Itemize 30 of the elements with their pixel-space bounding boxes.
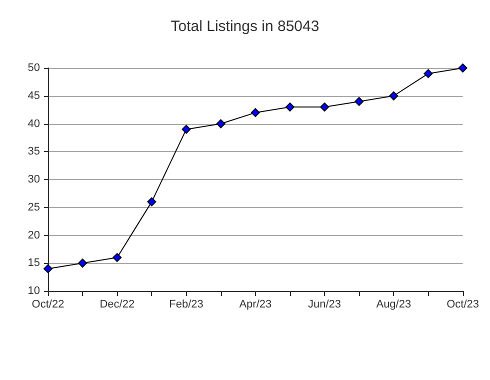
x-tick-label: Dec/22	[100, 298, 135, 310]
point	[216, 119, 226, 128]
y-tick-label: 45	[28, 90, 40, 102]
x-tick-label: Feb/23	[169, 298, 204, 310]
y-tick-label: 35	[28, 146, 40, 158]
y-tick-label: 20	[28, 229, 40, 242]
y-tick-label: 50	[28, 62, 40, 74]
y-tick-label: 10	[28, 285, 40, 297]
point	[112, 253, 122, 262]
x-tick-label: Oct/22	[32, 298, 64, 310]
y-tick-label: 40	[28, 118, 40, 130]
point	[250, 108, 260, 118]
point	[78, 258, 88, 268]
point	[354, 96, 364, 106]
point	[458, 64, 468, 72]
point	[389, 91, 398, 100]
x-tick-label: Oct/23	[446, 298, 479, 310]
y-tick-label: 30	[28, 174, 40, 186]
y-tick-label: 25	[28, 201, 40, 214]
point	[44, 264, 52, 274]
x-tick-label: Aug/23	[376, 298, 412, 310]
y-tick-label: 15	[28, 257, 40, 270]
x-tick-label: Apr/23	[239, 298, 272, 310]
point	[182, 124, 191, 134]
point	[285, 102, 294, 112]
point	[320, 102, 330, 112]
chart-title: Total Listings in 85043	[170, 18, 320, 35]
point	[147, 197, 156, 206]
x-tick-label: Jun/23	[308, 298, 342, 310]
point	[424, 69, 433, 78]
